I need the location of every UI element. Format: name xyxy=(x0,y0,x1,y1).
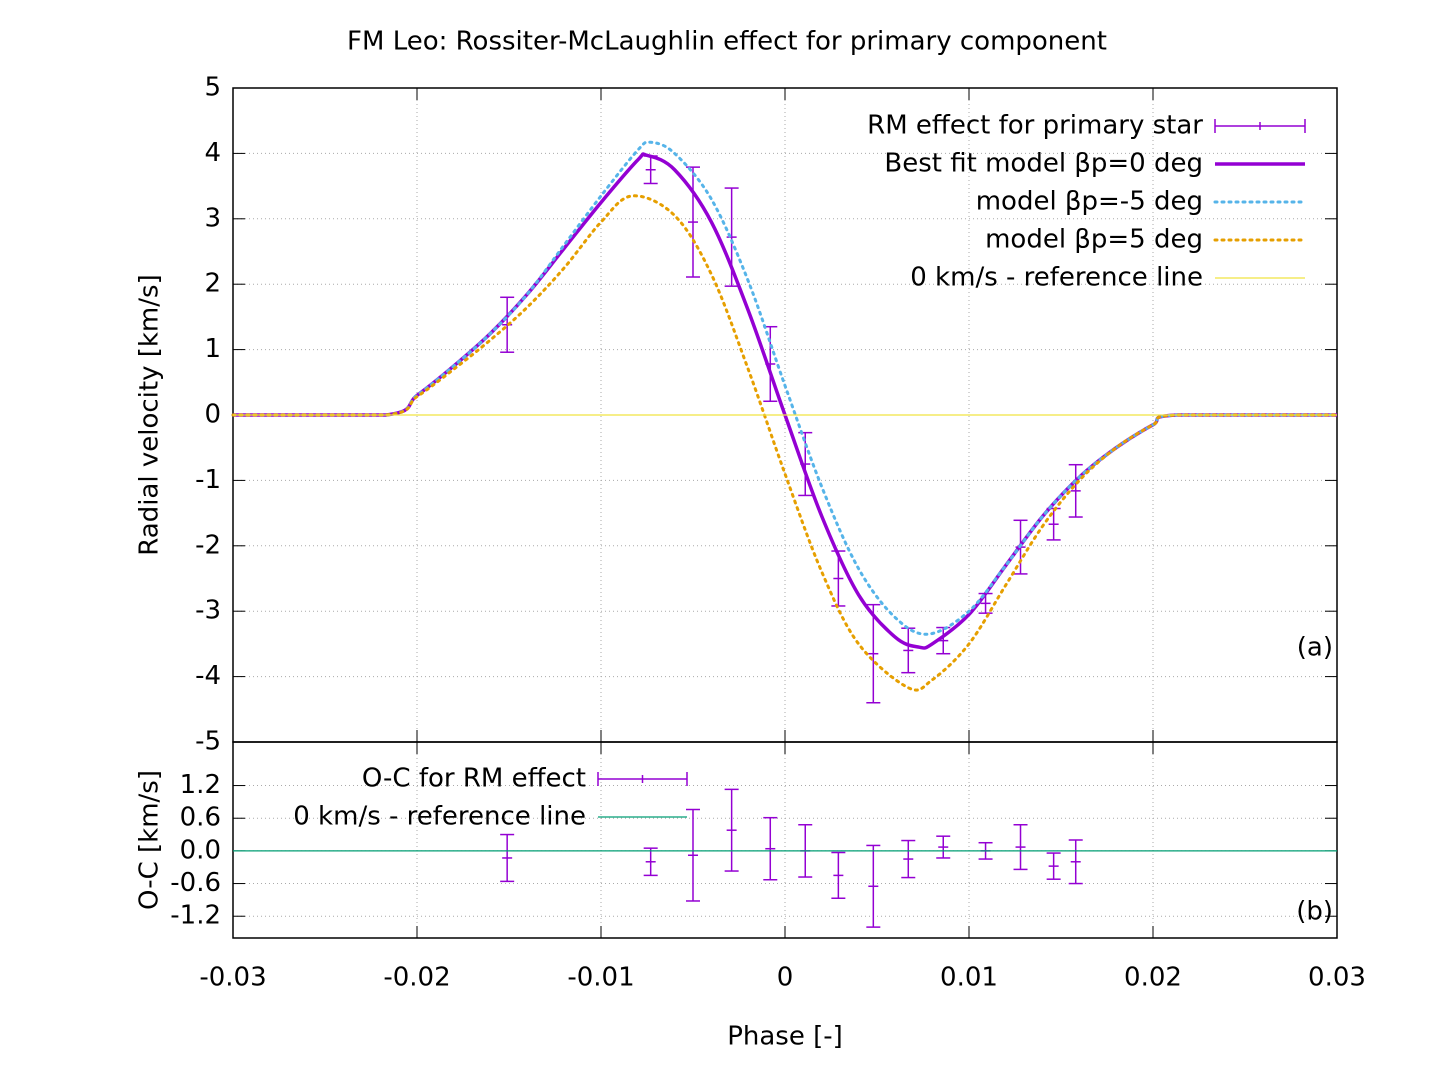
line-series xyxy=(231,140,1339,636)
x-tick-label: 0 xyxy=(777,963,794,993)
annotation: (a) xyxy=(1297,633,1333,663)
x-tick-label: -0.01 xyxy=(567,963,634,993)
annotation: (b) xyxy=(1296,897,1333,927)
legend-label: 0 km/s - reference line xyxy=(293,802,586,832)
legend-label: O-C for RM effect xyxy=(362,764,586,794)
y-axis-label: Radial velocity [km/s] xyxy=(135,274,165,555)
y-tick-label: -1 xyxy=(195,465,221,495)
legend-label: model βp=-5 deg xyxy=(976,187,1203,217)
y-tick-label: 1 xyxy=(204,334,221,364)
legend-label: RM effect for primary star xyxy=(867,111,1203,141)
legend-label: model βp=5 deg xyxy=(985,225,1203,255)
plot-frame xyxy=(232,741,1338,939)
y-tick-label: 1.2 xyxy=(180,770,221,800)
y-tick-label: -4 xyxy=(195,661,221,691)
x-tick-label: -0.03 xyxy=(199,963,266,993)
y-tick-label: 5 xyxy=(204,73,221,103)
x-tick-label: -0.02 xyxy=(383,963,450,993)
y-tick-label: -3 xyxy=(195,596,221,626)
y-tick-label: -1.2 xyxy=(170,901,221,931)
legend-label: Best fit model βp=0 deg xyxy=(884,149,1203,179)
y-tick-label: -2 xyxy=(195,530,221,560)
y-tick-label: 4 xyxy=(204,138,221,168)
y-axis-label: O-C [km/s] xyxy=(135,770,165,910)
y-tick-label: -0.6 xyxy=(170,868,221,898)
y-tick-label: 0.6 xyxy=(180,803,221,833)
x-axis-label: Phase [-] xyxy=(727,1022,843,1052)
x-tick-label: 0.01 xyxy=(940,963,998,993)
legend-label: 0 km/s - reference line xyxy=(910,263,1203,293)
y-tick-label: 0.0 xyxy=(180,835,221,865)
chart-title: FM Leo: Rossiter-McLaughlin effect for p… xyxy=(347,27,1107,57)
x-tick-label: 0.03 xyxy=(1308,963,1366,993)
y-tick-label: 2 xyxy=(204,269,221,299)
line-series xyxy=(231,194,1339,692)
y-tick-label: 0 xyxy=(204,400,221,430)
y-tick-label: 3 xyxy=(204,203,221,233)
y-tick-label: -5 xyxy=(195,727,221,757)
x-tick-label: 0.02 xyxy=(1124,963,1182,993)
